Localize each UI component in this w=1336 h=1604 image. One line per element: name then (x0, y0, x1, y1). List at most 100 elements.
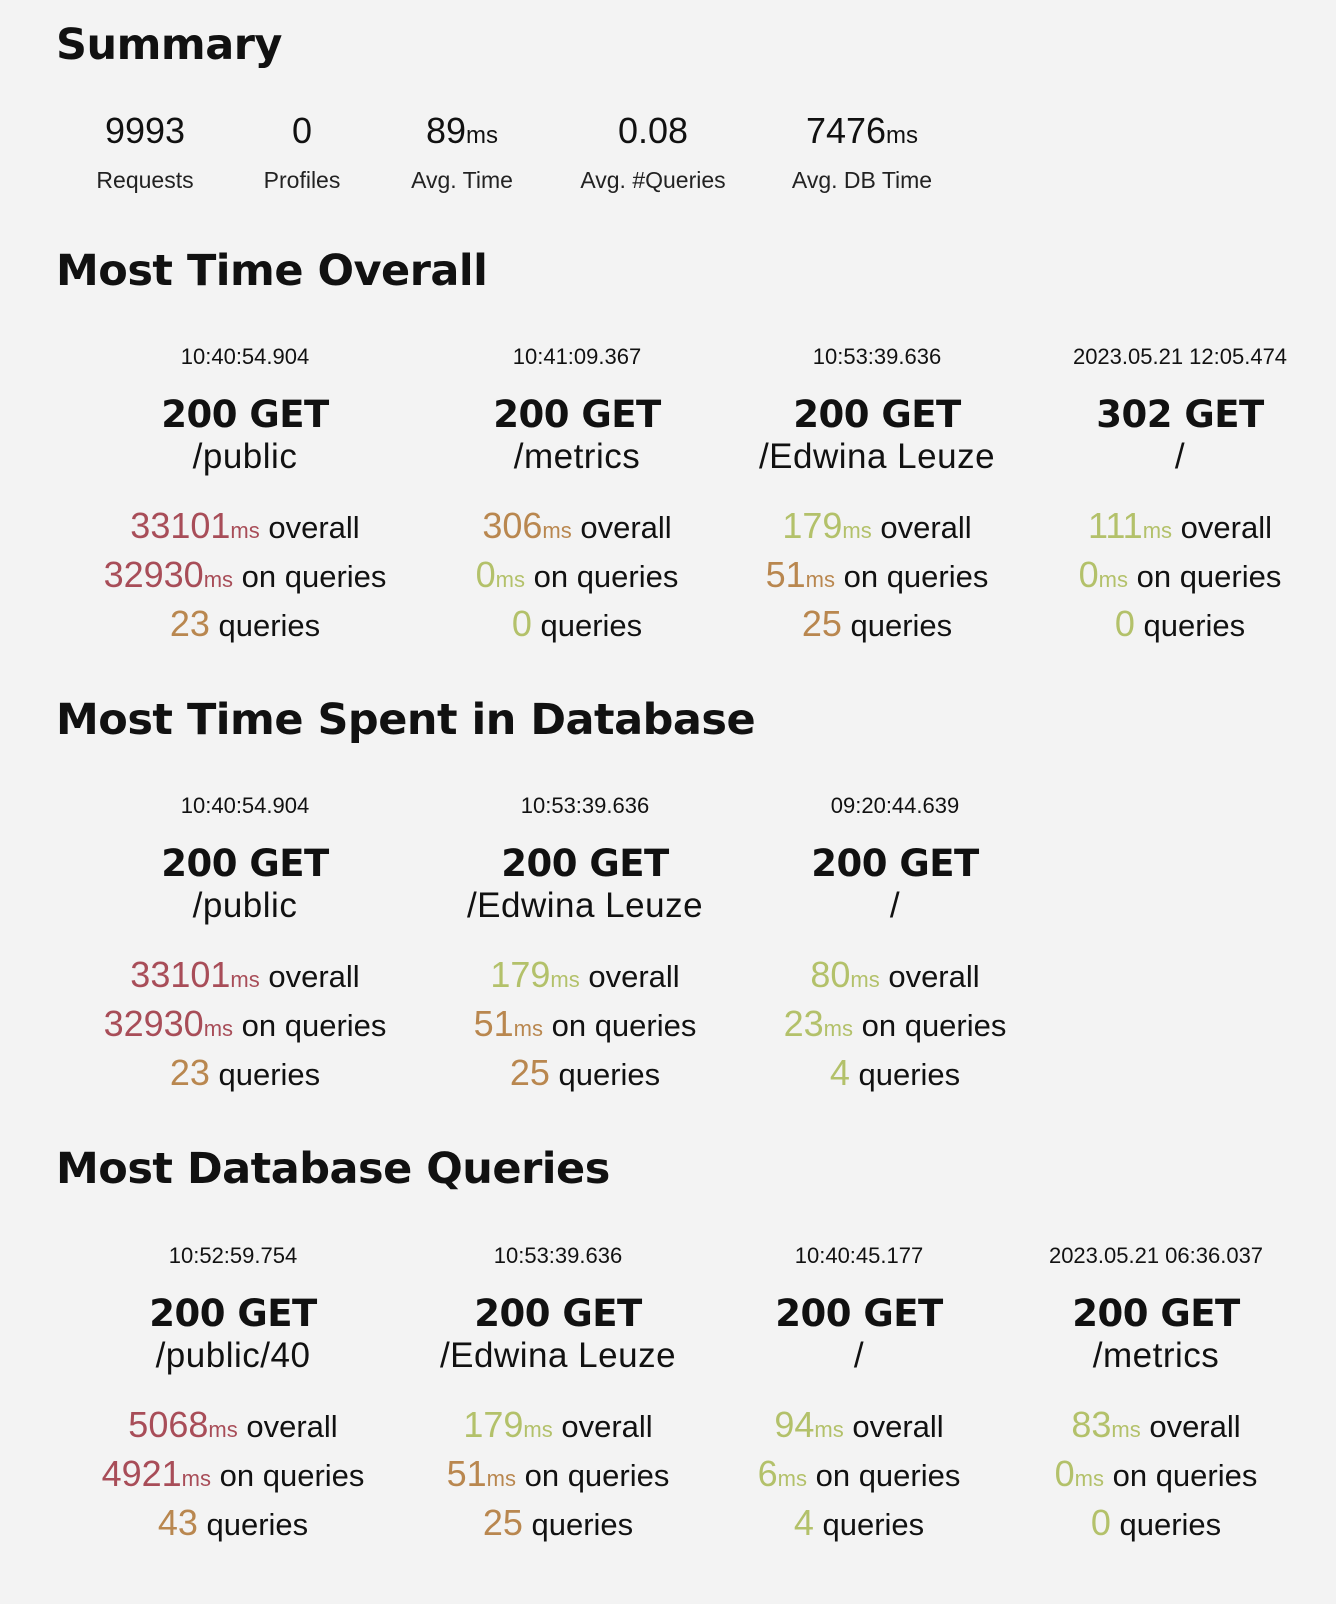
metric-queries: 23 queries (169, 1052, 321, 1093)
request-status: 200 GET (811, 842, 979, 885)
request-path: /Edwina Leuze (466, 886, 704, 925)
summary-heading: Summary (56, 20, 282, 70)
request-status: 200 GET (493, 393, 661, 436)
metric-on-queries: 32930ms on queries (103, 1003, 387, 1044)
request-status: 302 GET (1096, 393, 1264, 436)
metric-on-queries: 6ms on queries (757, 1453, 961, 1494)
request-card[interactable]: 2023.05.21 12:05.474 302 GET / 111ms ove… (1073, 344, 1287, 648)
stat-value: 0 (291, 110, 313, 151)
metric-queries: 4 queries (793, 1502, 925, 1543)
request-card[interactable]: 10:40:54.904 200 GET /public 33101ms ove… (104, 344, 387, 648)
request-time: 10:40:45.177 (794, 1243, 924, 1268)
request-path: /Edwina Leuze (439, 1336, 677, 1375)
request-card[interactable]: 10:41:09.367 200 GET /metrics 306ms over… (476, 344, 679, 648)
request-status: 200 GET (775, 1292, 943, 1335)
request-metrics: 80ms overall 23ms on queries 4 queries (784, 953, 1007, 1097)
stat-value: 89ms (425, 110, 499, 151)
metric-queries: 25 queries (509, 1052, 661, 1093)
request-time: 09:20:44.639 (830, 793, 960, 818)
metric-on-queries: 32930ms on queries (103, 554, 387, 595)
metric-overall: 179ms overall (463, 1404, 653, 1445)
metric-on-queries: 51ms on queries (765, 554, 989, 595)
metric-on-queries: 23ms on queries (783, 1003, 1007, 1044)
request-time: 2023.05.21 06:36.037 (1048, 1243, 1264, 1268)
metric-overall: 179ms overall (782, 505, 972, 546)
stat-value: 0.08 (617, 110, 689, 151)
metric-queries: 25 queries (801, 603, 953, 644)
request-card[interactable]: 10:40:54.904 200 GET /public 33101ms ove… (104, 793, 387, 1097)
request-path: /Edwina Leuze (758, 437, 996, 476)
request-metrics: 33101ms overall 32930ms on queries 23 qu… (104, 504, 387, 648)
request-time: 10:40:54.904 (180, 793, 310, 818)
request-status: 200 GET (161, 842, 329, 885)
section-heading-most-time-overall: Most Time Overall (56, 246, 488, 296)
metric-overall: 5068ms overall (128, 1404, 338, 1445)
request-status: 200 GET (1072, 1292, 1240, 1335)
request-metrics: 5068ms overall 4921ms on queries 43 quer… (102, 1403, 365, 1547)
stat-label: Avg. Time (411, 167, 513, 193)
request-time: 10:40:54.904 (180, 344, 310, 369)
metric-overall: 83ms overall (1071, 1404, 1241, 1445)
metric-overall: 111ms overall (1087, 505, 1272, 546)
request-metrics: 179ms overall 51ms on queries 25 queries (440, 1403, 676, 1547)
metric-queries: 25 queries (482, 1502, 634, 1543)
stat-label: Profiles (263, 167, 341, 193)
request-status: 200 GET (161, 393, 329, 436)
stat-avg-db-time: 7476ms Avg. DB Time (792, 108, 932, 195)
metric-overall: 94ms overall (774, 1404, 944, 1445)
metric-on-queries: 0ms on queries (1054, 1453, 1258, 1494)
metric-queries: 0 queries (511, 603, 643, 644)
stat-label: Avg. #Queries (580, 167, 726, 193)
request-metrics: 94ms overall 6ms on queries 4 queries (758, 1403, 961, 1547)
request-card[interactable]: 10:53:39.636 200 GET /Edwina Leuze 179ms… (467, 793, 703, 1097)
request-card[interactable]: 09:20:44.639 200 GET / 80ms overall 23ms… (784, 793, 1007, 1097)
metric-queries: 0 queries (1114, 603, 1246, 644)
stat-label: Avg. DB Time (791, 167, 933, 193)
request-time: 10:52:59.754 (168, 1243, 298, 1268)
stat-requests: 9993 Requests (96, 108, 193, 195)
request-metrics: 306ms overall 0ms on queries 0 queries (476, 504, 679, 648)
request-status: 200 GET (149, 1292, 317, 1335)
request-metrics: 33101ms overall 32930ms on queries 23 qu… (104, 953, 387, 1097)
stat-value: 7476ms (805, 110, 919, 151)
section-heading-most-database-queries: Most Database Queries (56, 1144, 610, 1194)
request-metrics: 83ms overall 0ms on queries 0 queries (1049, 1403, 1263, 1547)
request-card[interactable]: 10:52:59.754 200 GET /public/40 5068ms o… (102, 1243, 365, 1547)
metric-overall: 33101ms overall (130, 505, 360, 546)
request-card[interactable]: 10:53:39.636 200 GET /Edwina Leuze 179ms… (440, 1243, 676, 1547)
request-status: 200 GET (793, 393, 961, 436)
request-card[interactable]: 10:53:39.636 200 GET /Edwina Leuze 179ms… (759, 344, 995, 648)
metric-overall: 306ms overall (482, 505, 672, 546)
request-time: 2023.05.21 12:05.474 (1072, 344, 1288, 369)
metric-overall: 179ms overall (490, 954, 680, 995)
stat-avg-time: 89ms Avg. Time (411, 108, 513, 195)
metric-on-queries: 4921ms on queries (101, 1453, 365, 1494)
request-card[interactable]: 2023.05.21 06:36.037 200 GET /metrics 83… (1049, 1243, 1263, 1547)
stat-label: Requests (96, 167, 194, 193)
stat-value: 9993 (104, 110, 186, 151)
metric-overall: 80ms overall (810, 954, 980, 995)
request-path: / (1174, 437, 1186, 476)
metric-queries: 43 queries (157, 1502, 309, 1543)
metric-on-queries: 0ms on queries (475, 554, 679, 595)
request-status: 200 GET (501, 842, 669, 885)
stat-avg-queries: 0.08 Avg. #Queries (580, 108, 725, 195)
stat-profiles: 0 Profiles (264, 108, 341, 195)
metric-queries: 0 queries (1090, 1502, 1222, 1543)
request-metrics: 179ms overall 51ms on queries 25 queries (759, 504, 995, 648)
metric-queries: 4 queries (829, 1052, 961, 1093)
request-card[interactable]: 10:40:45.177 200 GET / 94ms overall 6ms … (758, 1243, 961, 1547)
metric-queries: 23 queries (169, 603, 321, 644)
metric-on-queries: 0ms on queries (1078, 554, 1282, 595)
request-metrics: 111ms overall 0ms on queries 0 queries (1073, 504, 1287, 648)
request-time: 10:53:39.636 (812, 344, 942, 369)
request-path: / (853, 1336, 865, 1375)
request-time: 10:41:09.367 (512, 344, 642, 369)
request-time: 10:53:39.636 (493, 1243, 623, 1268)
request-status: 200 GET (474, 1292, 642, 1335)
request-path: /metrics (513, 437, 641, 476)
section-heading-most-time-in-database: Most Time Spent in Database (56, 695, 756, 745)
request-metrics: 179ms overall 51ms on queries 25 queries (467, 953, 703, 1097)
metric-on-queries: 51ms on queries (446, 1453, 670, 1494)
request-path: /public/40 (155, 1336, 311, 1375)
